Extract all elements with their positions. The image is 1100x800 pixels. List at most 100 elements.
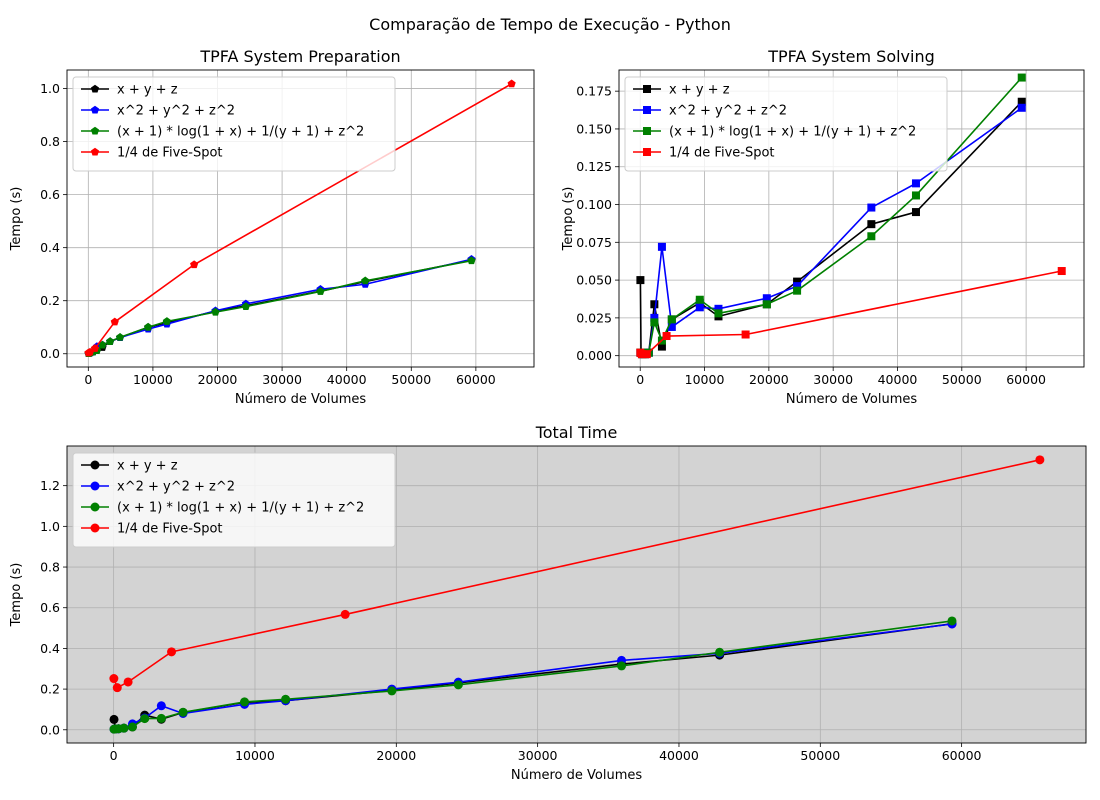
x-tick-label: 50000 (942, 372, 982, 387)
y-tick-label: 0.4 (40, 240, 60, 255)
legend-item: x^2 + y^2 + z^2 (633, 104, 787, 119)
series-x-1-log-1-x-1-y-1-z-2 (109, 616, 957, 734)
legend-swatch-marker (643, 148, 651, 156)
legend: x + y + z x^2 + y^2 + z^2 (x + 1) * log(1 … (72, 76, 396, 172)
data-point (662, 332, 671, 341)
axes-frame (66, 445, 1087, 744)
data-point (115, 333, 125, 341)
legend-swatch-marker (90, 126, 100, 135)
data-point (667, 315, 676, 324)
chart-title: Total Time (535, 423, 618, 442)
y-tick-label: 0.050 (576, 273, 612, 288)
data-point (190, 260, 199, 269)
data-point (642, 350, 651, 359)
data-point (167, 647, 177, 657)
data-point (695, 303, 704, 312)
y-tick-label: 0.0 (40, 346, 60, 361)
data-point (911, 191, 920, 200)
x-axis-label: Número de Volumes (235, 392, 367, 407)
legend-label: x^2 + y^2 + z^2 (669, 104, 787, 119)
x-tick-label: 0 (84, 372, 92, 387)
data-point (1035, 455, 1045, 465)
legend: x + y + z x^2 + y^2 + z^2 (x + 1) * log(1 … (624, 76, 948, 172)
data-point (741, 330, 750, 339)
x-tick-label: 40000 (878, 372, 918, 387)
y-tick-label: 1.0 (40, 81, 60, 96)
data-point (650, 300, 659, 309)
legend-swatch-marker (90, 523, 100, 533)
chart-title: TPFA System Preparation (199, 47, 400, 66)
y-tick-label: 0.175 (576, 84, 612, 99)
legend-item: 1/4 de Five-Spot (81, 522, 223, 537)
data-point (867, 232, 876, 241)
data-point (241, 302, 250, 311)
x-tick-label: 60000 (456, 372, 496, 387)
chart-title: TPFA System Solving (767, 47, 935, 66)
data-point (867, 220, 876, 229)
data-point (715, 647, 725, 657)
x-tick-label: 30000 (813, 372, 853, 387)
x-axis-label: Número de Volumes (511, 768, 643, 783)
data-point (714, 309, 723, 318)
x-tick-label: 60000 (1006, 372, 1046, 387)
data-point (667, 322, 676, 331)
data-point (316, 287, 325, 295)
x-axis-label: Número de Volumes (786, 392, 918, 407)
legend-item: (x + 1) * log(1 + x) + 1/(y + 1) + z^2 (633, 125, 916, 140)
legend-item: x^2 + y^2 + z^2 (81, 104, 235, 119)
legend-swatch-marker (90, 105, 100, 114)
data-point (714, 304, 723, 313)
x-tick-label: 10000 (235, 748, 275, 763)
y-tick-label: 0.6 (40, 600, 60, 615)
data-point (947, 616, 957, 626)
x-tick-label: 10000 (685, 372, 725, 387)
legend-label: x + y + z (117, 459, 178, 474)
data-point (162, 317, 171, 325)
x-tick-label: 30000 (518, 748, 558, 763)
x-tick-label: 20000 (198, 372, 238, 387)
data-point (387, 686, 397, 696)
data-point (1017, 73, 1026, 82)
legend-swatch-marker (90, 84, 100, 93)
axes-frame (66, 69, 535, 368)
legend-box (624, 76, 948, 172)
legend-item: 1/4 de Five-Spot (81, 146, 223, 161)
x-tick-label: 60000 (942, 748, 982, 763)
data-point (112, 683, 122, 693)
legend-item: (x + 1) * log(1 + x) + 1/(y + 1) + z^2 (81, 501, 364, 516)
data-point (636, 276, 645, 285)
y-axis-label: Tempo (s) (9, 563, 24, 628)
x-tick-label: 40000 (327, 372, 367, 387)
legend-box (72, 452, 396, 548)
data-point (507, 79, 516, 88)
y-axis-label: Tempo (s) (561, 187, 576, 252)
series-1-4-de-five-spot (109, 455, 1045, 693)
legend-label: (x + 1) * log(1 + x) + 1/(y + 1) + z^2 (669, 125, 916, 140)
legend-swatch-marker (90, 460, 100, 470)
y-tick-label: 0.6 (40, 187, 60, 202)
y-tick-label: 0.075 (576, 235, 612, 250)
data-point (762, 300, 771, 309)
data-point (109, 714, 119, 724)
chart-total-time: 0 10000 20000 30000 40000 50000 60000 0.0 0.2 0.4… (9, 423, 1087, 783)
data-point (1017, 97, 1026, 106)
x-tick-label: 30000 (262, 372, 302, 387)
legend-label: x^2 + y^2 + z^2 (117, 104, 235, 119)
data-point (1057, 267, 1066, 276)
data-point (140, 714, 150, 724)
series-1-4-de-five-spot (636, 267, 1066, 359)
y-tick-label: 0.2 (40, 293, 60, 308)
data-point (119, 723, 129, 733)
data-point (467, 256, 476, 265)
series-group (636, 73, 1066, 359)
legend-swatch-marker (643, 127, 651, 135)
legend-label: x^2 + y^2 + z^2 (117, 480, 235, 495)
y-tick-label: 0.000 (576, 348, 612, 363)
data-point (617, 661, 627, 671)
data-point (98, 340, 107, 349)
data-point (281, 694, 291, 704)
y-tick-label: 0.8 (40, 134, 60, 149)
chart-tpfa-system-solving: 0 10000 20000 30000 40000 50000 60000 0.000 0.02… (561, 47, 1085, 407)
data-point (911, 179, 920, 188)
